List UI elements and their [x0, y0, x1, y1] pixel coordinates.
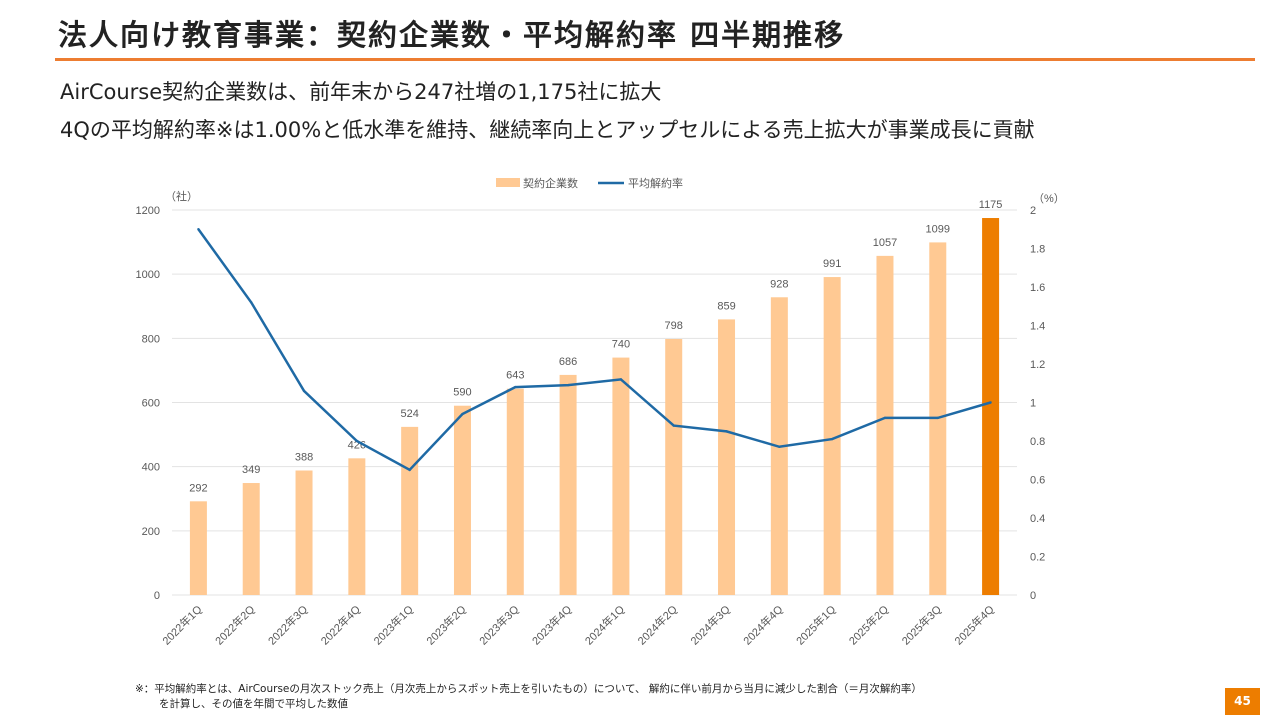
line-point: [408, 468, 411, 472]
line-point: [778, 445, 781, 448]
right-axis-label: （%）: [1033, 192, 1065, 205]
left-axis-tick: 200: [142, 526, 160, 538]
subtitle-1: AirCourse契約企業数は、前年末から247社増の1,175社に拡大: [60, 80, 662, 104]
x-axis-tick: 2023年4Q: [529, 602, 575, 648]
bar: [559, 374, 577, 595]
x-axis-tick: 2024年4Q: [740, 602, 786, 648]
bar-data-label: 740: [612, 339, 630, 351]
subtitle-2: 4Qの平均解約率※は1.00%と低水準を維持、継続率向上とアップセルによる売上拡…: [60, 118, 1035, 142]
x-axis-tick: 2025年3Q: [899, 602, 945, 648]
legend-swatch-bars: [496, 178, 520, 187]
line-point: [725, 430, 728, 433]
bar: [295, 470, 313, 595]
line-point: [830, 437, 834, 441]
bar: [401, 426, 419, 595]
bar-data-label: 1175: [979, 199, 1003, 211]
left-axis-label: （社）: [165, 189, 198, 203]
left-axis-tick: 800: [142, 333, 160, 345]
right-axis-tick: 1.6: [1030, 282, 1045, 294]
left-axis-tick: 1000: [136, 269, 160, 281]
bar-data-label: 928: [770, 278, 788, 290]
bar-data-label: 292: [189, 482, 207, 494]
line-series-churn: [197, 228, 991, 472]
x-axis-tick: 2023年1Q: [370, 602, 416, 648]
line-point: [461, 412, 464, 416]
line-point: [250, 301, 253, 304]
x-axis-tick: 2023年3Q: [476, 602, 522, 648]
line-point: [514, 385, 517, 389]
bar: [982, 218, 1000, 596]
right-axis-tick: 0.8: [1030, 436, 1045, 448]
legend-label-line: 平均解約率: [628, 176, 683, 190]
title-divider: [55, 58, 1255, 61]
line-point: [355, 439, 359, 443]
x-axis-tick: 2022年2Q: [212, 602, 258, 648]
bar-data-label: 590: [453, 387, 471, 399]
legend-label-bars: 契約企業数: [523, 176, 578, 190]
right-axis-tick: 1.8: [1030, 244, 1045, 256]
right-axis-tick: 1: [1030, 398, 1036, 410]
footnote-line-2: を計算し、その値を年間で平均した数値: [159, 698, 348, 710]
combo-chart: 0 200 400 600 800 1000 1200 0 0.2 0.4 0.6 0.8 1 1.2 1.…: [136, 176, 1065, 648]
bar: [823, 277, 841, 595]
x-axis-tick: 2022年1Q: [159, 602, 205, 648]
x-axis-tick: 2025年1Q: [793, 602, 839, 648]
left-axis-tick: 400: [142, 462, 160, 474]
line-point: [302, 389, 306, 393]
footnote: ※：平均解約率とは、AirCourseの月次ストック売上（月次売上からスポット売…: [135, 682, 922, 712]
left-axis-tick: 0: [154, 590, 160, 602]
bar: [453, 405, 471, 595]
page-number: 45: [1225, 688, 1260, 715]
bar-data-label: 1099: [926, 223, 950, 235]
bar-data-label: 798: [665, 320, 683, 332]
right-axis-tick: 0.6: [1030, 475, 1045, 487]
bar: [718, 319, 736, 595]
bar-data-label: 859: [717, 300, 735, 312]
bar-data-label: 686: [559, 356, 577, 368]
line-point: [883, 416, 887, 420]
bar: [242, 483, 260, 595]
x-axis-tick: 2024年2Q: [634, 602, 680, 648]
x-axis-tick: 2023年2Q: [423, 602, 469, 648]
x-axis-tick: 2024年1Q: [582, 602, 628, 648]
bar-data-label: 643: [506, 370, 524, 382]
bar-data-label: 991: [823, 258, 841, 270]
bar: [665, 338, 683, 595]
x-axis-tick: 2024年3Q: [687, 602, 733, 648]
line-point: [197, 228, 200, 231]
bar: [189, 501, 207, 595]
bar: [876, 255, 894, 596]
line-point: [672, 424, 675, 427]
x-axis-tick: 2025年4Q: [951, 602, 997, 648]
line-point: [619, 378, 623, 381]
right-axis-tick: 0.4: [1030, 513, 1045, 525]
bar: [506, 388, 524, 595]
bar-data-label: 388: [295, 452, 313, 464]
right-axis-tick: 1.2: [1030, 359, 1045, 371]
bar: [348, 458, 366, 595]
bar-data-label: 524: [400, 408, 418, 420]
bar-data-label: 349: [242, 464, 260, 476]
x-axis-tick: 2022年4Q: [318, 602, 364, 648]
x-axis-tick: 2022年3Q: [265, 602, 311, 648]
right-axis-tick: 0: [1030, 590, 1036, 602]
right-axis-tick: 1.4: [1030, 321, 1045, 333]
x-axis-tick: 2025年2Q: [846, 602, 892, 648]
right-axis-tick: 2: [1030, 205, 1036, 217]
bar-data-label: 1057: [873, 237, 897, 249]
line-point: [989, 401, 992, 404]
line-point: [936, 416, 939, 420]
bar: [612, 357, 630, 595]
left-axis-tick: 600: [142, 398, 160, 410]
right-axis-tick: 0.2: [1030, 552, 1045, 564]
footnote-line-1: ※：平均解約率とは、AirCourseの月次ストック売上（月次売上からスポット売…: [135, 683, 922, 695]
line-point: [566, 383, 570, 387]
page-title: 法人向け教育事業：契約企業数・平均解約率 四半期推移: [58, 18, 846, 52]
left-axis-tick: 1200: [136, 205, 160, 217]
